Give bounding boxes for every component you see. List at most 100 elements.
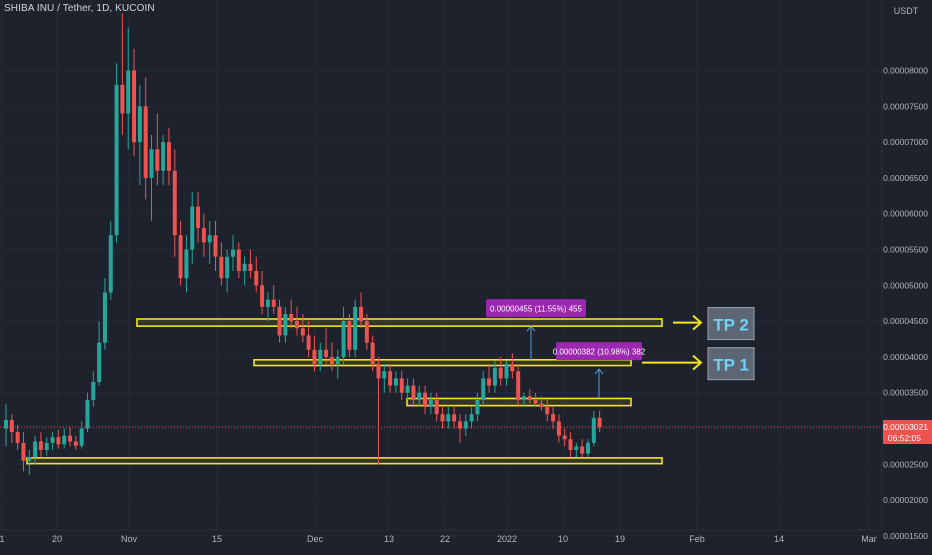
x-tick-label: 19: [615, 534, 625, 544]
candle-up: [591, 417, 596, 443]
candle-up: [108, 235, 113, 293]
candle-up: [97, 342, 102, 382]
candle-down: [213, 235, 218, 257]
candle-down: [21, 442, 26, 461]
candle-up: [417, 392, 422, 400]
x-tick-label: 1: [0, 534, 5, 544]
candle-down: [143, 106, 148, 178]
candle-down: [73, 441, 78, 446]
candle-up: [492, 367, 497, 386]
y-tick-label: 0.00002500: [883, 459, 928, 469]
currency-label: USDT: [893, 6, 919, 16]
candle-up: [190, 206, 195, 250]
candle-up: [230, 249, 235, 257]
candle-down: [510, 364, 515, 372]
y-tick-label: 0.00007000: [883, 137, 928, 147]
candle-down: [172, 170, 177, 236]
candle-down: [388, 371, 393, 386]
candle-down: [68, 435, 73, 442]
candle-up: [469, 414, 474, 422]
candle-down: [551, 414, 556, 422]
candle-down: [9, 419, 14, 433]
candle-down: [155, 149, 160, 171]
zone-upper-resistance: [136, 318, 663, 327]
y-tick-label: 0.00006500: [883, 173, 928, 183]
candle-down: [498, 367, 503, 379]
measure-arrowhead: [594, 368, 604, 375]
measure-arrowhead: [526, 325, 536, 332]
y-tick-label: 0.00004500: [883, 316, 928, 326]
candle-up: [283, 313, 288, 336]
candle-up: [318, 349, 323, 365]
candle-down: [370, 342, 375, 365]
candle-up: [27, 457, 32, 461]
candle-down: [347, 321, 352, 350]
x-tick-label: 2022: [497, 534, 517, 544]
candle-down: [580, 446, 585, 454]
candle-down: [248, 263, 253, 272]
candle-down: [38, 441, 43, 451]
candle-down: [166, 142, 171, 171]
zone-middle-resistance: [253, 359, 632, 367]
candle-down: [568, 439, 573, 451]
candle-layer: [4, 13, 602, 476]
candle-down: [556, 421, 561, 436]
candle-down: [219, 256, 224, 279]
candle-down: [487, 378, 492, 386]
candle-up: [114, 84, 119, 236]
x-tick-label: Mar: [861, 534, 877, 544]
candle-down: [56, 437, 61, 445]
candle-up: [405, 385, 410, 393]
y-tick-label: 0.00006000: [883, 209, 928, 219]
last-price-label: 0.00003021: [883, 422, 928, 432]
candle-down: [15, 432, 20, 443]
candle-up: [225, 256, 230, 279]
candle-down: [324, 349, 329, 357]
candle-down: [289, 313, 294, 322]
candle-up: [137, 106, 142, 143]
target-label: TP 1: [713, 356, 749, 375]
measure-label-box: [486, 299, 586, 318]
candle-down: [271, 299, 276, 307]
candle-down: [440, 414, 445, 422]
candle-up: [521, 396, 526, 400]
candle-up: [85, 399, 90, 429]
last-price-badge: [883, 420, 932, 445]
candle-down: [434, 399, 439, 415]
candle-down: [597, 417, 602, 428]
candle-down: [527, 396, 532, 400]
candle-up: [184, 249, 189, 279]
candle-down: [359, 306, 364, 322]
candle-up: [242, 263, 247, 272]
candle-up: [504, 364, 509, 379]
candle-up: [574, 446, 579, 451]
countdown-label: 06:52:05: [888, 433, 921, 443]
candle-up: [126, 70, 131, 114]
candle-down: [423, 392, 428, 408]
candle-down: [201, 228, 206, 243]
candle-down: [132, 70, 137, 143]
candle-up: [79, 428, 84, 446]
candle-down: [364, 321, 369, 343]
candle-down: [120, 84, 125, 114]
annotation-layer: 0.00000455 (11.55%) 455 0.00000382 (10.98…: [0, 299, 882, 428]
candle-down: [295, 321, 299, 329]
candle-up: [335, 356, 340, 365]
x-tick-label: 20: [52, 534, 62, 544]
measure-label: 0.00000382 (10.98%) 382: [553, 348, 646, 357]
target-arrowhead: [692, 314, 703, 331]
candle-down: [545, 407, 550, 415]
y-tick-label: 0.00003500: [883, 388, 928, 398]
candle-up: [102, 292, 107, 343]
y-tick-label: 0.00005500: [883, 245, 928, 255]
x-tick-label: Feb: [689, 534, 705, 544]
candle-down: [178, 235, 183, 279]
x-tick-label: Nov: [121, 534, 138, 544]
y-tick-label: 0.00004000: [883, 352, 928, 362]
candle-up: [463, 421, 468, 429]
candle-up: [265, 299, 270, 307]
x-tick-label: 13: [384, 534, 394, 544]
